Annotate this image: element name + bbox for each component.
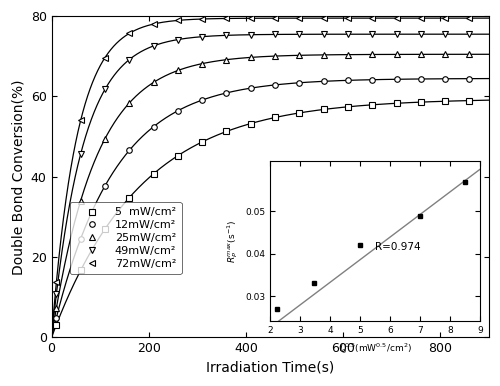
- Y-axis label: Double Bond Conversion(%): Double Bond Conversion(%): [11, 79, 25, 274]
- 25mW/cm²: [320, 52, 326, 57]
- 12mW/cm²: [442, 76, 448, 81]
- 12mW/cm²: [370, 77, 376, 82]
- 49mW/cm²: [102, 87, 108, 91]
- 72mW/cm²: [442, 16, 448, 20]
- 72mW/cm²: [175, 18, 181, 23]
- 25mW/cm²: [126, 101, 132, 105]
- 49mW/cm²: [126, 57, 132, 62]
- 5  mW/cm²: [345, 105, 351, 109]
- 5  mW/cm²: [418, 100, 424, 105]
- 12mW/cm²: [272, 83, 278, 87]
- 72mW/cm²: [272, 16, 278, 20]
- 25mW/cm²: [272, 54, 278, 58]
- 72mW/cm²: [345, 16, 351, 20]
- 5  mW/cm²: [102, 227, 108, 231]
- 49mW/cm²: [150, 44, 156, 48]
- 12mW/cm²: [199, 98, 205, 102]
- 25mW/cm²: [442, 52, 448, 57]
- 25mW/cm²: [248, 55, 254, 60]
- 49mW/cm²: [345, 32, 351, 37]
- 49mW/cm²: [272, 32, 278, 37]
- 49mW/cm²: [320, 32, 326, 37]
- 5  mW/cm²: [54, 322, 60, 327]
- 5  mW/cm²: [126, 195, 132, 200]
- 72mW/cm²: [248, 16, 254, 20]
- 12mW/cm²: [78, 236, 84, 241]
- 25mW/cm²: [296, 53, 302, 58]
- 12mW/cm²: [466, 76, 472, 81]
- 72mW/cm²: [320, 16, 326, 20]
- 49mW/cm²: [418, 32, 424, 37]
- 49mW/cm²: [78, 152, 84, 156]
- Line: 72mW/cm²: 72mW/cm²: [54, 15, 472, 285]
- 12mW/cm²: [150, 124, 156, 129]
- 12mW/cm²: [54, 315, 60, 320]
- Line: 25mW/cm²: 25mW/cm²: [54, 51, 472, 311]
- 5  mW/cm²: [78, 268, 84, 273]
- 12mW/cm²: [418, 77, 424, 81]
- 12mW/cm²: [394, 77, 400, 81]
- 72mW/cm²: [370, 16, 376, 20]
- 25mW/cm²: [345, 52, 351, 57]
- 12mW/cm²: [102, 183, 108, 188]
- 5  mW/cm²: [150, 171, 156, 176]
- 72mW/cm²: [54, 280, 60, 284]
- 72mW/cm²: [418, 16, 424, 20]
- 25mW/cm²: [175, 68, 181, 73]
- 72mW/cm²: [224, 16, 230, 21]
- 5  mW/cm²: [272, 115, 278, 120]
- 25mW/cm²: [418, 52, 424, 57]
- 5  mW/cm²: [320, 107, 326, 112]
- X-axis label: Irradiation Time(s): Irradiation Time(s): [206, 361, 334, 375]
- 12mW/cm²: [296, 80, 302, 85]
- 12mW/cm²: [126, 148, 132, 153]
- 25mW/cm²: [466, 52, 472, 57]
- 12mW/cm²: [224, 91, 230, 95]
- 5  mW/cm²: [370, 102, 376, 107]
- 25mW/cm²: [224, 58, 230, 62]
- 5  mW/cm²: [296, 111, 302, 115]
- 25mW/cm²: [78, 198, 84, 203]
- 49mW/cm²: [394, 32, 400, 37]
- Line: 12mW/cm²: 12mW/cm²: [54, 76, 472, 320]
- 25mW/cm²: [54, 306, 60, 310]
- 49mW/cm²: [224, 33, 230, 38]
- 72mW/cm²: [466, 16, 472, 20]
- 25mW/cm²: [394, 52, 400, 57]
- 49mW/cm²: [175, 37, 181, 42]
- 12mW/cm²: [345, 78, 351, 83]
- 49mW/cm²: [442, 32, 448, 37]
- 49mW/cm²: [248, 32, 254, 37]
- 49mW/cm²: [54, 291, 60, 296]
- 25mW/cm²: [102, 136, 108, 141]
- 5  mW/cm²: [442, 99, 448, 103]
- 5  mW/cm²: [175, 153, 181, 158]
- 49mW/cm²: [370, 32, 376, 37]
- 25mW/cm²: [199, 61, 205, 66]
- 5  mW/cm²: [394, 101, 400, 106]
- 72mW/cm²: [394, 16, 400, 20]
- Line: 49mW/cm²: 49mW/cm²: [54, 31, 472, 297]
- 72mW/cm²: [126, 31, 132, 36]
- 72mW/cm²: [102, 55, 108, 60]
- 72mW/cm²: [150, 22, 156, 26]
- 25mW/cm²: [370, 52, 376, 57]
- 5  mW/cm²: [224, 129, 230, 134]
- 12mW/cm²: [248, 86, 254, 90]
- 25mW/cm²: [150, 80, 156, 85]
- 49mW/cm²: [296, 32, 302, 37]
- 72mW/cm²: [296, 16, 302, 20]
- 49mW/cm²: [466, 32, 472, 37]
- 49mW/cm²: [199, 34, 205, 39]
- 5  mW/cm²: [248, 121, 254, 126]
- 5  mW/cm²: [466, 98, 472, 103]
- Line: 5  mW/cm²: 5 mW/cm²: [54, 98, 472, 327]
- 72mW/cm²: [78, 118, 84, 123]
- Legend: 5  mW/cm², 12mW/cm², 25mW/cm², 49mW/cm², 72mW/cm²: 5 mW/cm², 12mW/cm², 25mW/cm², 49mW/cm², …: [70, 202, 182, 274]
- 5  mW/cm²: [199, 140, 205, 144]
- 12mW/cm²: [175, 108, 181, 113]
- 12mW/cm²: [320, 79, 326, 84]
- 72mW/cm²: [199, 17, 205, 21]
